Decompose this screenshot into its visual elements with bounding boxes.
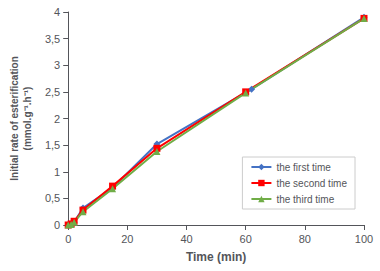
svg-text:the first time: the first time bbox=[276, 162, 331, 173]
svg-text:Initial rate of esterification: Initial rate of esterification bbox=[9, 56, 20, 180]
svg-text:2,5: 2,5 bbox=[45, 86, 60, 98]
svg-text:1: 1 bbox=[54, 166, 60, 178]
svg-text:0: 0 bbox=[65, 233, 71, 245]
svg-text:4: 4 bbox=[54, 6, 60, 18]
svg-text:the third time: the third time bbox=[276, 194, 334, 205]
svg-text:0,5: 0,5 bbox=[45, 192, 60, 204]
svg-text:3: 3 bbox=[54, 59, 60, 71]
svg-text:100: 100 bbox=[355, 233, 373, 245]
svg-text:40: 40 bbox=[180, 233, 192, 245]
svg-text:Time (min): Time (min) bbox=[186, 250, 246, 264]
svg-text:2: 2 bbox=[54, 113, 60, 125]
svg-text:0: 0 bbox=[54, 219, 60, 231]
svg-text:60: 60 bbox=[240, 233, 252, 245]
svg-text:1,5: 1,5 bbox=[45, 139, 60, 151]
svg-text:(mmol.g⁻¹.h⁻¹): (mmol.g⁻¹.h⁻¹) bbox=[22, 87, 33, 151]
svg-text:the second time: the second time bbox=[276, 178, 347, 189]
svg-text:3,5: 3,5 bbox=[45, 33, 60, 45]
svg-text:80: 80 bbox=[299, 233, 311, 245]
svg-text:20: 20 bbox=[121, 233, 133, 245]
